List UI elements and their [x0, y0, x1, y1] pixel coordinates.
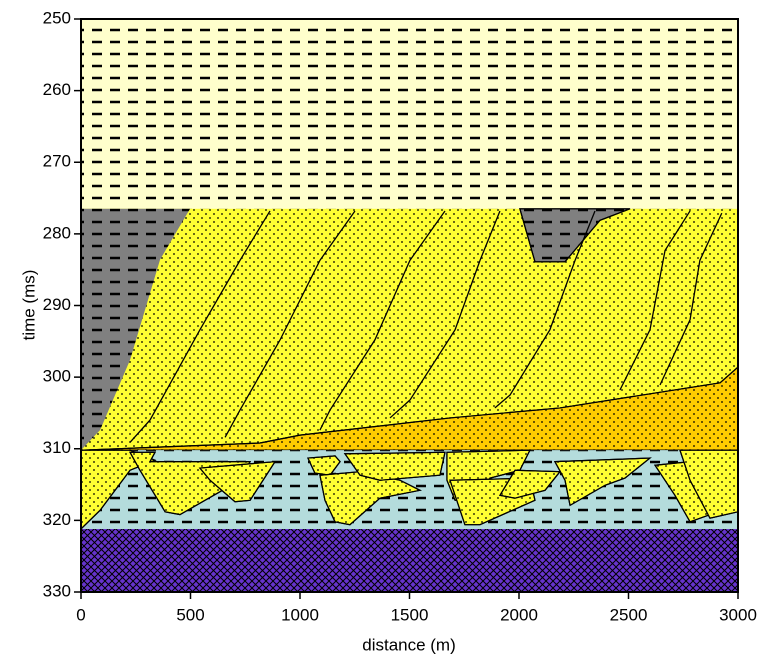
y-tick-label: 250: [43, 8, 71, 27]
x-tick-label: 0: [76, 605, 85, 624]
x-tick-label: 500: [176, 605, 204, 624]
y-tick-label: 330: [43, 581, 71, 600]
y-tick-label: 270: [43, 152, 71, 171]
y-axis-label: time (ms): [19, 270, 38, 341]
y-tick-label: 260: [43, 80, 71, 99]
layer-pattern: [81, 19, 738, 209]
x-tick-label: 1000: [281, 605, 319, 624]
x-tick-label: 2500: [610, 605, 648, 624]
y-tick-label: 280: [43, 223, 71, 242]
x-tick-label: 1500: [391, 605, 429, 624]
y-tick-label: 320: [43, 510, 71, 529]
y-tick-label: 290: [43, 295, 71, 314]
x-tick-label: 2000: [500, 605, 538, 624]
y-tick-label: 300: [43, 367, 71, 386]
chart: distance (m) time (ms) 250 260 270 280 290 30…: [0, 0, 757, 663]
plot-area: [81, 19, 738, 592]
y-tick-label: 310: [43, 438, 71, 457]
x-axis-label: distance (m): [362, 635, 456, 654]
layer-pattern: [81, 529, 738, 592]
x-tick-label: 3000: [719, 605, 757, 624]
